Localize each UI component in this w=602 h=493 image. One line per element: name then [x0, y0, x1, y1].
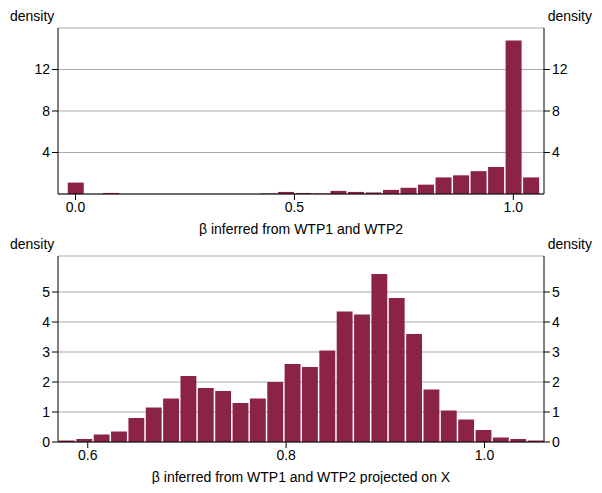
svg-text:1: 1 — [42, 404, 50, 420]
svg-text:3: 3 — [552, 344, 560, 360]
html-text:density: density — [547, 236, 592, 252]
svg-text:3: 3 — [42, 344, 50, 360]
svg-text:4: 4 — [552, 144, 560, 160]
svg-text:8: 8 — [552, 103, 560, 119]
svg-text:8: 8 — [42, 103, 50, 119]
svg-text:1.0: 1.0 — [475, 447, 495, 463]
svg-text:4: 4 — [552, 314, 560, 330]
html-text:density: density — [10, 8, 55, 24]
svg-text:12: 12 — [34, 61, 50, 77]
svg-text:1.0: 1.0 — [504, 199, 524, 215]
svg-text:5: 5 — [42, 284, 50, 300]
svg-text:0: 0 — [552, 434, 560, 450]
svg-text:β inferred from WTP1 and WTP2: β inferred from WTP1 and WTP2 — [199, 221, 403, 236]
svg-text:2: 2 — [552, 374, 560, 390]
svg-text:0.6: 0.6 — [78, 447, 98, 463]
svg-text:5: 5 — [552, 284, 560, 300]
html-text:density: density — [547, 8, 592, 24]
svg-text:0.8: 0.8 — [276, 447, 296, 463]
svg-text:4: 4 — [42, 144, 50, 160]
svg-text:0.0: 0.0 — [66, 199, 86, 215]
svg-text:1: 1 — [552, 404, 560, 420]
html-text:density: density — [10, 236, 55, 252]
svg-text:4: 4 — [42, 314, 50, 330]
svg-text:2: 2 — [42, 374, 50, 390]
svg-text:12: 12 — [552, 61, 568, 77]
svg-text:β inferred from WTP1 and WTP2: β inferred from WTP1 and WTP2 projected … — [152, 469, 451, 484]
svg-text:0.5: 0.5 — [285, 199, 305, 215]
svg-text:0: 0 — [42, 434, 50, 450]
